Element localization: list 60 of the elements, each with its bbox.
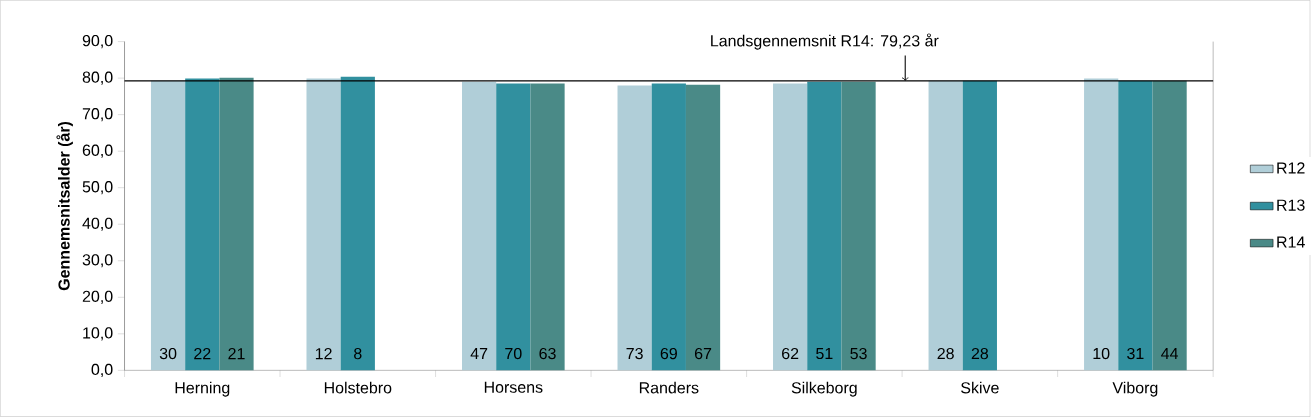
- bar: [150, 80, 186, 371]
- annotation: 67: [694, 347, 712, 360]
- annotation: 8: [354, 347, 362, 360]
- annotation: 10: [1093, 347, 1110, 360]
- y-tick-label: 60,0: [82, 144, 113, 158]
- bar: [651, 83, 686, 371]
- bar: [928, 80, 963, 371]
- bar: [1084, 78, 1119, 371]
- annotation: 30: [159, 347, 177, 360]
- bar: [685, 84, 721, 371]
- annotation: 53: [850, 347, 867, 360]
- bar: [962, 80, 997, 371]
- y-tick-label: 10,0: [83, 327, 113, 341]
- x-tick-label: Skive: [961, 381, 999, 394]
- x-tick-label: Holstebro: [324, 381, 392, 394]
- bar: [530, 83, 565, 371]
- y-tick-label: 80,0: [82, 71, 113, 85]
- annotation: 73: [626, 347, 643, 360]
- bar: [496, 83, 531, 371]
- annotation: 12: [315, 348, 332, 360]
- y-tick-label: 40,0: [82, 217, 113, 231]
- bar: [1152, 80, 1187, 371]
- annotation: 63: [539, 347, 556, 360]
- annotation: 44: [1161, 348, 1179, 360]
- ref-line-label: Landsgennemsnit R14: 79,23 år: [711, 33, 939, 50]
- y-tick-label: 90,0: [82, 35, 113, 49]
- annotation: 70: [505, 347, 522, 360]
- annotation: 47: [470, 348, 488, 360]
- legend-label: R13: [1277, 199, 1305, 211]
- annotation: 31: [1127, 347, 1144, 360]
- y-tick-label: 0,0: [91, 363, 113, 377]
- legend-label: R12: [1277, 162, 1305, 174]
- legend-label: R14: [1277, 236, 1305, 248]
- bar: [306, 78, 341, 371]
- x-tick-label: Randers: [639, 381, 699, 394]
- bar: [1118, 80, 1153, 371]
- y-tick-label: 30,0: [82, 254, 113, 268]
- annotation: 51: [816, 348, 833, 360]
- y-tick-label: 50,0: [82, 181, 113, 195]
- y-axis-title: Gennemsnitsalder (år): [56, 121, 73, 291]
- y-tick-label: 20,0: [82, 290, 113, 304]
- annotation: 28: [937, 347, 954, 360]
- annotation: 21: [228, 348, 245, 360]
- bar: [340, 76, 375, 371]
- bar: [185, 78, 220, 371]
- bar: [219, 77, 254, 371]
- bar: [617, 85, 652, 371]
- x-tick-label: Viborg: [1112, 381, 1158, 397]
- x-tick-label: Silkeborg: [791, 381, 857, 397]
- annotation: 22: [194, 348, 211, 360]
- annotation: 28: [971, 347, 989, 360]
- x-tick-label: Horsens: [484, 381, 543, 393]
- annotation: 69: [660, 347, 677, 360]
- bar: [841, 81, 876, 371]
- annotation: 62: [782, 347, 799, 360]
- bar: [773, 83, 808, 371]
- x-tick-label: Herning: [175, 381, 230, 397]
- bar: [807, 81, 842, 371]
- y-tick-label: 70,0: [82, 108, 113, 122]
- bar: [462, 81, 497, 371]
